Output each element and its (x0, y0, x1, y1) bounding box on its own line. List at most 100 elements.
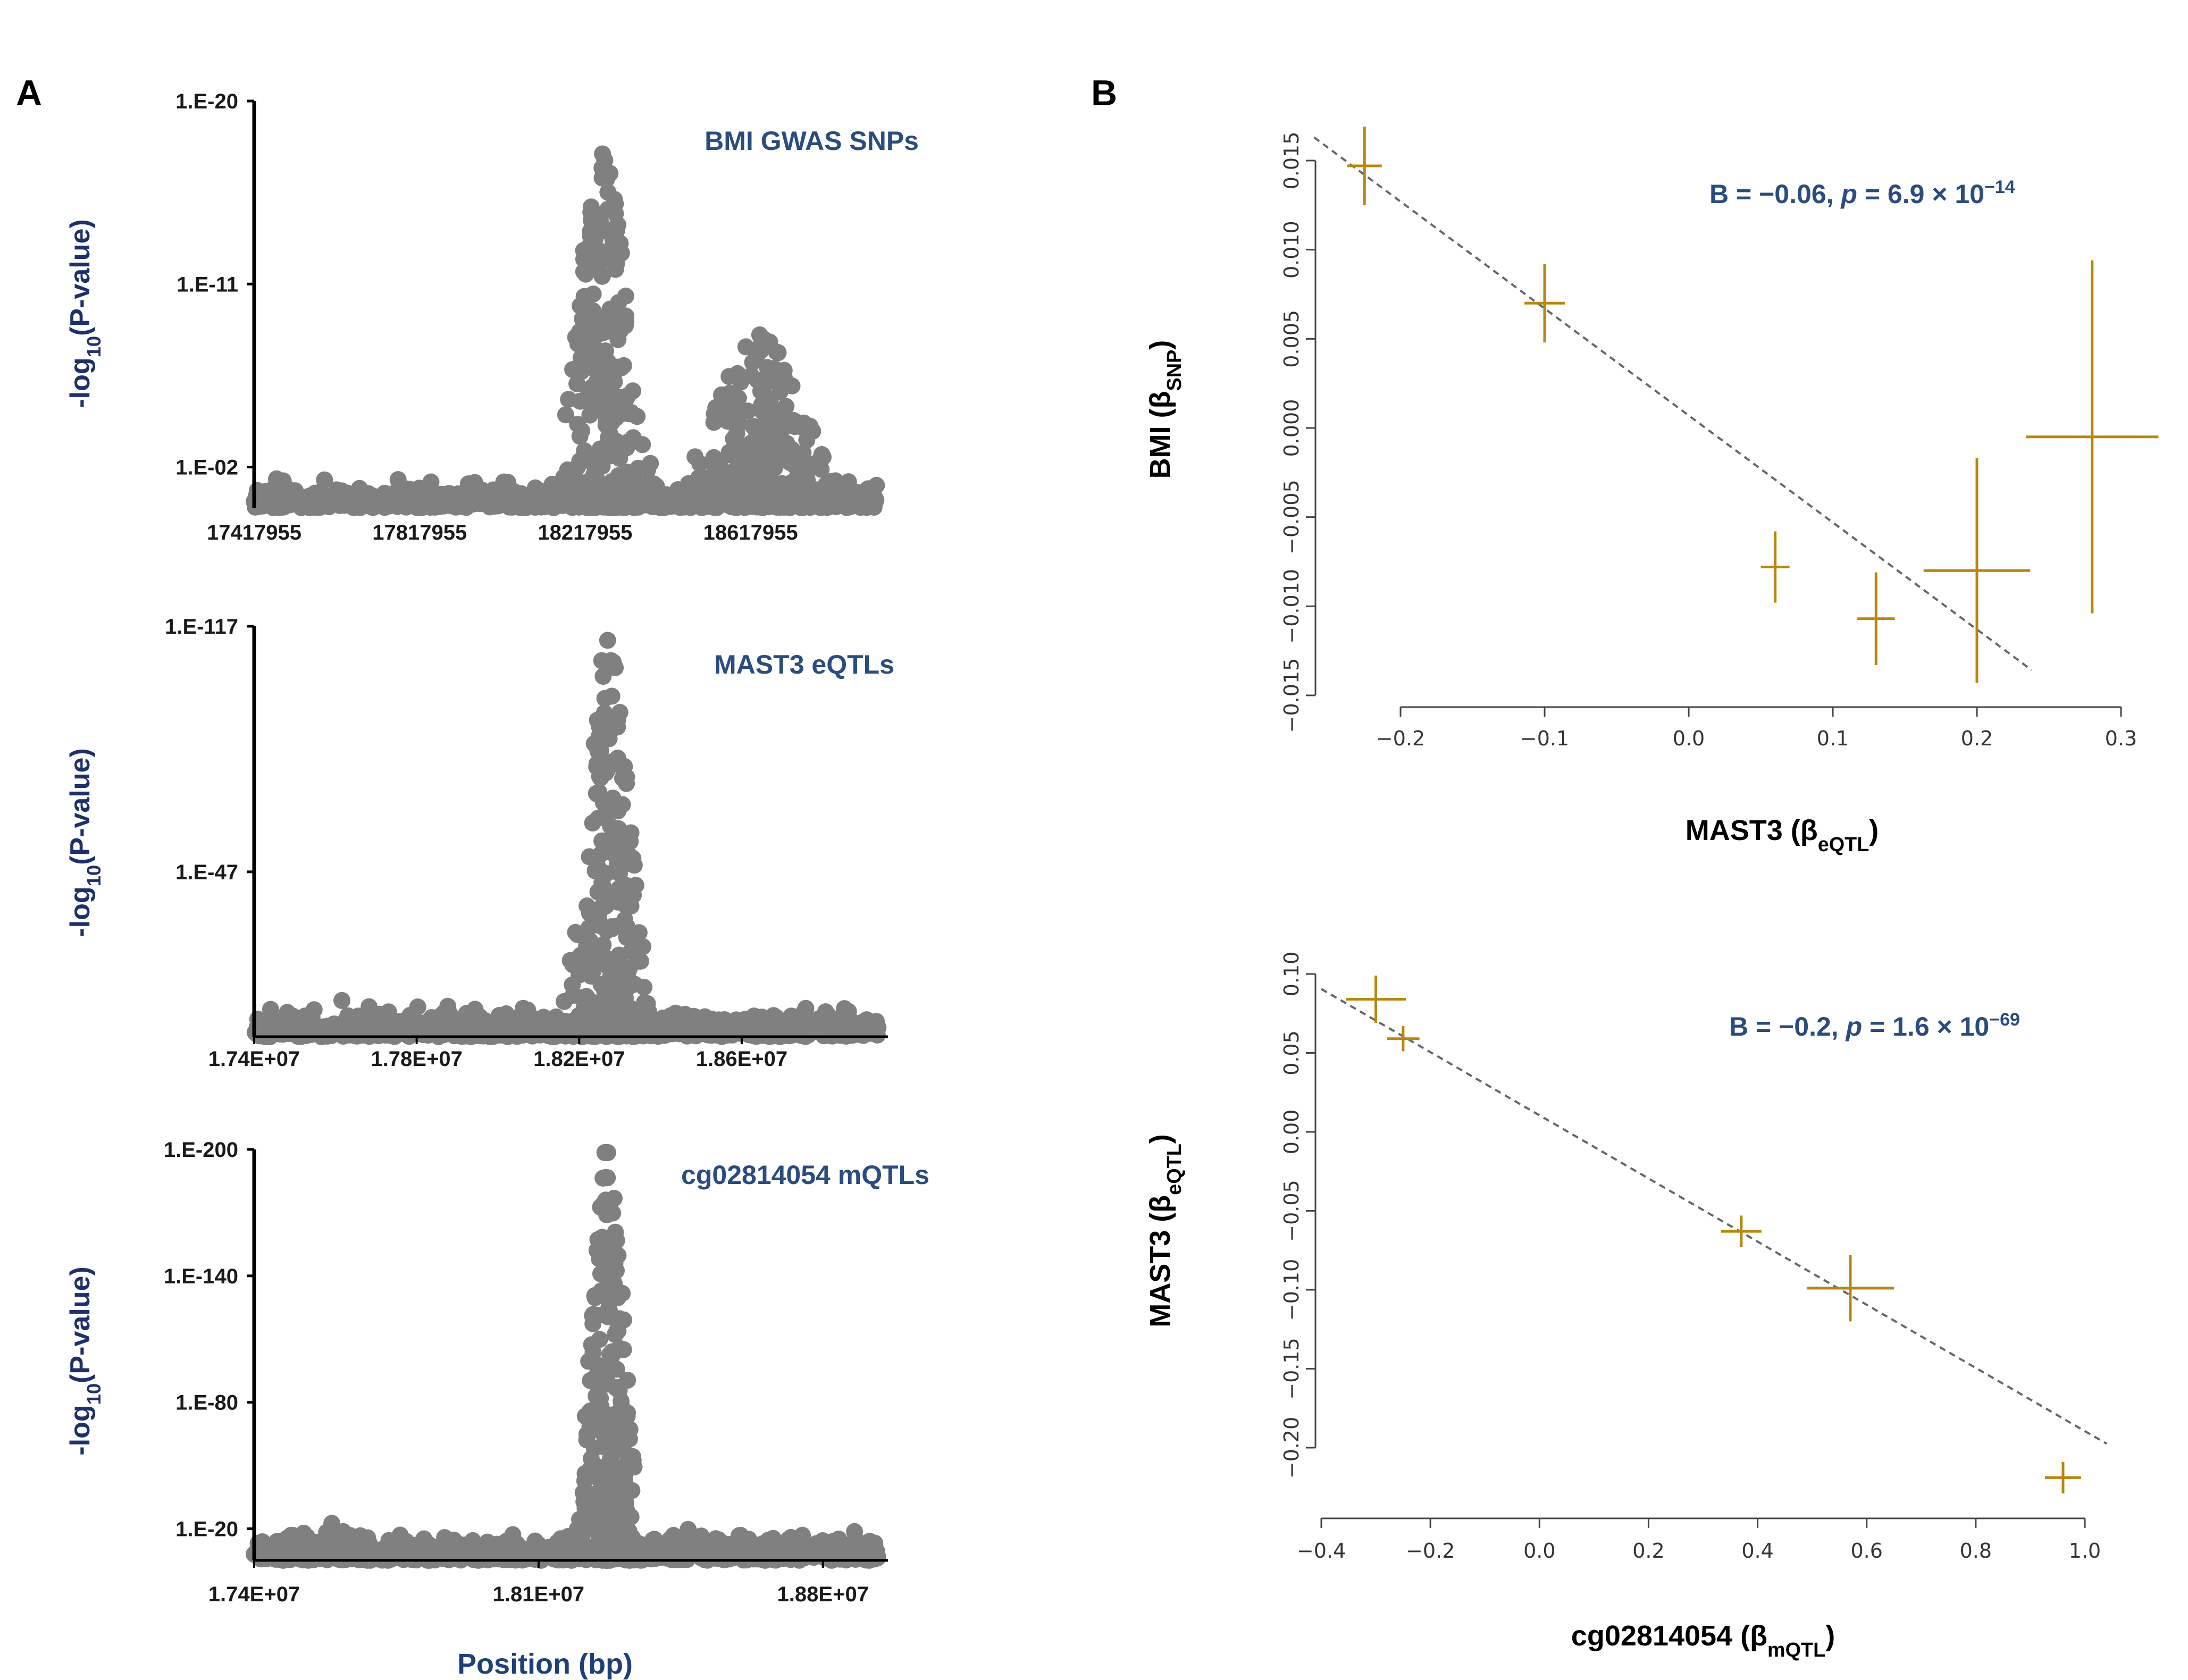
y-tick-label: 0.05 (1280, 1030, 1303, 1076)
data-point (1806, 1255, 1894, 1322)
x-tick-label: 1.88E+07 (777, 1583, 869, 1606)
snp-point (593, 159, 611, 177)
x-tick-label: 0.0 (1523, 1539, 1555, 1563)
snp-point (564, 976, 581, 994)
snp-point (770, 1536, 787, 1553)
x-tick-label: 1.74E+07 (208, 1583, 300, 1606)
snp-point (594, 936, 612, 954)
snp-point (568, 474, 585, 491)
snp-point (358, 1545, 376, 1563)
snp-point (611, 894, 628, 911)
snp-point (511, 1544, 529, 1562)
y-tick-label: −0.05 (1280, 1180, 1303, 1241)
snp-point (596, 704, 613, 721)
snp-point (586, 496, 604, 514)
snp-point (616, 911, 634, 928)
snp-point (770, 478, 788, 495)
y-tick-label: 1.E-140 (164, 1265, 238, 1288)
snp-point (819, 1541, 837, 1558)
snp-point (818, 485, 836, 503)
y-tick-label: 0.10 (1280, 952, 1303, 997)
snp-point (673, 488, 691, 506)
snp-point (568, 375, 585, 392)
snp-point (592, 350, 610, 367)
snp-point (313, 491, 331, 508)
y-axis-label: BMI (βSNP) (1144, 340, 1186, 479)
snp-point (599, 1424, 616, 1441)
x-tick-label: 0.6 (1850, 1539, 1882, 1563)
snp-point (690, 470, 707, 488)
snp-point (557, 483, 574, 500)
snp-point (617, 287, 634, 305)
snp-point (727, 1011, 745, 1029)
data-point (1761, 531, 1790, 603)
annotation: B = −0.06, p = 6.9 × 10−14 (1709, 177, 2015, 209)
y-tick-label: 1.E-20 (175, 1518, 238, 1541)
data-point (1857, 572, 1895, 665)
snp-point (609, 802, 627, 820)
x-tick-label: 1.74E+07 (208, 1047, 300, 1071)
snp-point (581, 1409, 599, 1426)
label-part: eQTL (1818, 834, 1870, 856)
snp-point (588, 785, 605, 802)
snp-point (677, 1538, 695, 1555)
snp-point (567, 329, 584, 346)
snp-point (754, 427, 771, 444)
snp-point (333, 992, 350, 1009)
snp-point (777, 442, 794, 459)
snp-point (606, 443, 623, 461)
peak-point (599, 1144, 616, 1161)
x-tick-label: 1.78E+07 (371, 1047, 462, 1071)
snp-point (580, 1510, 598, 1527)
snp-point (618, 929, 635, 946)
snp-point (607, 1505, 624, 1522)
point-cloud (246, 632, 887, 1045)
y-tick-label: 0.005 (1280, 310, 1303, 368)
snp-point (270, 1012, 288, 1030)
snp-point (507, 498, 524, 515)
snp-point (709, 469, 727, 487)
y-tick-label: 1.E-20 (175, 90, 238, 113)
snp-point (573, 989, 590, 1006)
y-axis-label: -log10(P-value) (65, 1266, 105, 1455)
snp-point (782, 494, 799, 511)
snp-point (625, 1532, 642, 1549)
snp-point (617, 307, 634, 325)
annotation: B = −0.2, p = 1.6 × 10−69 (1729, 1010, 2020, 1041)
data-point (1347, 127, 1382, 205)
regression-line (1320, 988, 2108, 1445)
snp-point (616, 1466, 633, 1484)
snp-point (603, 920, 621, 937)
snp-point (360, 1019, 378, 1037)
y-tick-label: 1.E-11 (177, 273, 238, 296)
data-point (1721, 1215, 1762, 1247)
snp-point (769, 365, 787, 382)
snp-point (591, 476, 609, 494)
panel-label-a: A (16, 73, 42, 113)
snp-point (682, 1014, 699, 1032)
snp-point (628, 408, 646, 425)
data-point (1387, 1026, 1420, 1052)
charts-root: 1.E-20 1.E-11 1.E-02 17417955 17817955 182179… (65, 90, 2159, 1680)
plot-title: BMI GWAS SNPs (705, 126, 919, 156)
label-part: −14 (1984, 177, 2015, 197)
snp-point (594, 1024, 611, 1041)
peak-point (594, 145, 611, 163)
regression-line (1313, 136, 2033, 671)
snp-point (590, 727, 608, 745)
snp-point (855, 1017, 873, 1035)
snp-point (715, 485, 732, 503)
y-axis-label: -log10(P-value) (65, 219, 105, 408)
snp-point (258, 491, 275, 508)
snp-point (615, 1341, 632, 1358)
snp-point (575, 263, 592, 281)
snp-point (785, 412, 802, 429)
snp-point (316, 471, 333, 489)
snp-point (777, 1017, 795, 1034)
snp-point (593, 883, 611, 900)
snp-point (582, 933, 599, 950)
snp-point (800, 460, 818, 478)
label-part: p (1845, 1012, 1863, 1041)
snp-point (305, 1540, 323, 1557)
x-axis-label: MAST3 (βeQTL) (1686, 814, 1879, 856)
